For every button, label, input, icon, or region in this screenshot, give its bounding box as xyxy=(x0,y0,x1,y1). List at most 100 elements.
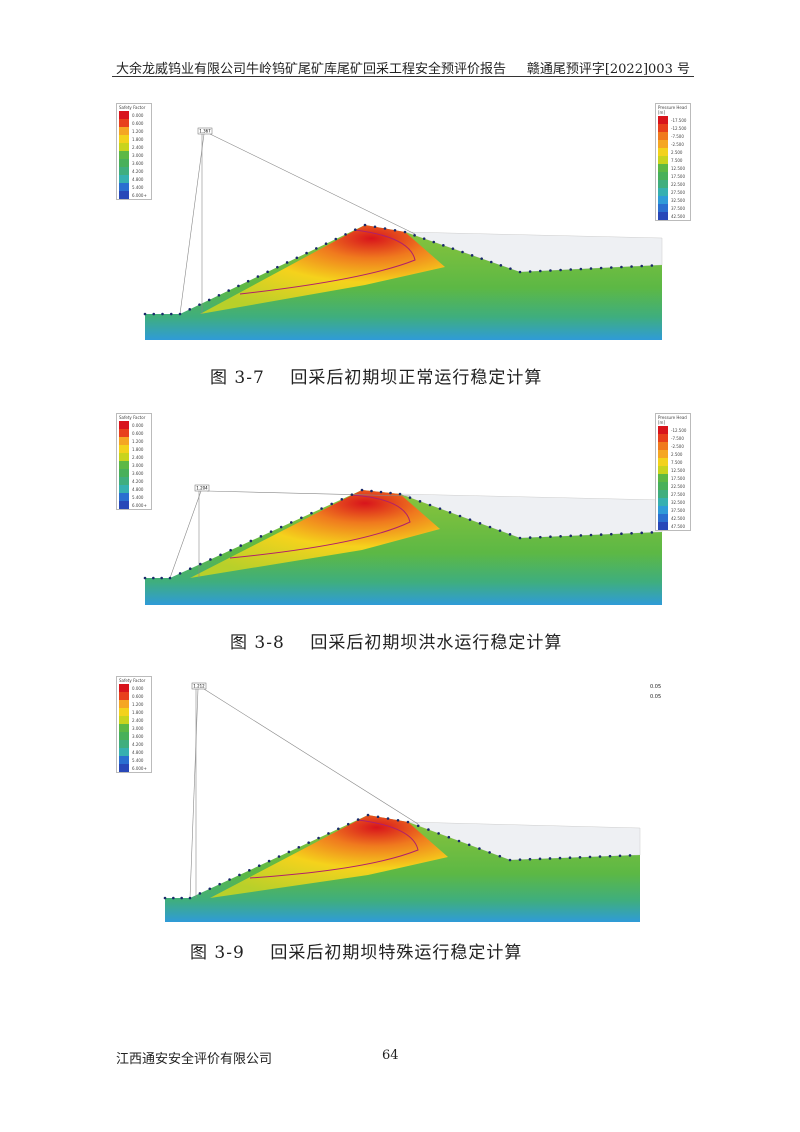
mesh-node xyxy=(549,535,552,539)
legend-swatch xyxy=(119,756,129,764)
mesh-node xyxy=(528,857,532,861)
legend-label: 37.500 xyxy=(671,507,685,513)
legend-label: 5.400 xyxy=(132,494,144,500)
mesh-node xyxy=(437,832,440,835)
pressure-head-legend: Pressure Head [m] -12.500 -7.500 -2.500 2.50… xyxy=(655,413,691,531)
mesh-node xyxy=(218,882,221,886)
mesh-node xyxy=(285,261,289,264)
legend-swatch xyxy=(119,493,129,501)
legend-label: 5.400 xyxy=(132,757,144,763)
legend-swatch xyxy=(658,474,668,482)
legend-swatch xyxy=(119,469,129,477)
legend-swatch xyxy=(658,426,668,434)
mesh-node xyxy=(295,256,299,260)
legend-swatch xyxy=(658,116,668,124)
legend-label: 3.600 xyxy=(132,470,144,476)
mesh-node xyxy=(408,496,412,499)
mesh-node xyxy=(370,489,373,493)
mesh-node xyxy=(376,815,380,819)
legend-label: 27.500 xyxy=(671,491,685,497)
legend-swatch xyxy=(119,119,129,127)
legend-label: 22.500 xyxy=(671,483,685,489)
seismic-load-indicator: 0.05 0.05 xyxy=(650,682,661,702)
legend-label: 0.000 xyxy=(132,422,144,428)
mesh-node xyxy=(334,237,338,241)
mesh-node xyxy=(499,264,503,267)
mesh-node xyxy=(403,230,407,234)
mesh-node xyxy=(518,270,522,274)
mesh-node xyxy=(266,270,269,274)
slip-center-line xyxy=(206,490,411,497)
mesh-node xyxy=(317,836,320,840)
mesh-node xyxy=(169,312,173,316)
mesh-node xyxy=(324,242,328,246)
legend-swatch xyxy=(119,764,129,772)
slope-body xyxy=(145,490,662,605)
mesh-node xyxy=(327,832,330,835)
legend-swatch xyxy=(658,180,668,188)
legend-label: 27.500 xyxy=(671,189,685,195)
legend-swatch xyxy=(658,164,668,172)
min-safety-factor-label: 1.204 xyxy=(196,486,208,491)
legend-label: 4.800 xyxy=(132,749,144,755)
legend-label: 2.400 xyxy=(132,717,144,723)
mesh-node xyxy=(305,251,308,255)
legend-label: 37.500 xyxy=(671,205,685,211)
legend-swatch xyxy=(119,748,129,756)
legend-label: 2.400 xyxy=(132,454,144,460)
mesh-node xyxy=(428,503,432,507)
mesh-node xyxy=(143,576,147,580)
mesh-node xyxy=(488,525,492,529)
legend-label: 2.500 xyxy=(671,451,683,457)
legend-label: -2.500 xyxy=(671,443,684,449)
mesh-node xyxy=(269,530,273,533)
mesh-node xyxy=(498,529,502,532)
legend-swatch xyxy=(658,434,668,442)
mesh-node xyxy=(589,267,593,270)
legend-swatch xyxy=(119,167,129,175)
legend-label: 4.800 xyxy=(132,486,144,492)
legend-label: 1.800 xyxy=(132,136,144,142)
mesh-node xyxy=(219,553,222,557)
pressure-head-legend: Pressure Head [m] -17.500 -12.500 -7.500 -2.… xyxy=(655,103,691,221)
mesh-node xyxy=(568,856,572,859)
legend-swatch xyxy=(658,482,668,490)
mesh-node xyxy=(383,227,387,230)
legend-label: -7.500 xyxy=(671,435,684,441)
mesh-node xyxy=(548,857,552,860)
mesh-node xyxy=(549,269,552,272)
critical-slip-surface xyxy=(249,819,419,879)
legend-swatch xyxy=(119,421,129,429)
mesh-node xyxy=(277,855,281,858)
mesh-node xyxy=(640,531,644,535)
legend-swatch xyxy=(658,212,668,220)
legend-label: 6.000+ xyxy=(132,502,147,508)
mesh-node xyxy=(558,856,562,860)
legend-swatch xyxy=(119,716,129,724)
mesh-node xyxy=(569,534,573,538)
mesh-node xyxy=(630,531,633,535)
mesh-node xyxy=(389,491,392,495)
mesh-node xyxy=(228,878,231,881)
legend-swatch xyxy=(119,732,129,740)
header-report-number: 赣通尾预评字[2022]003 号 xyxy=(526,62,690,77)
mesh-node xyxy=(478,847,481,850)
mesh-node xyxy=(373,225,377,229)
legend-swatch xyxy=(658,506,668,514)
legend-swatch xyxy=(119,684,129,692)
figure-caption: 图 3-7 回采后初期坝正常运行稳定计算 xyxy=(210,368,543,388)
mesh-node xyxy=(398,492,402,496)
mesh-node xyxy=(418,500,422,503)
mesh-node xyxy=(168,576,172,580)
mesh-node xyxy=(297,845,301,849)
mesh-node xyxy=(488,851,491,854)
legend-label: 32.500 xyxy=(671,499,685,505)
mesh-node xyxy=(237,284,240,288)
legend-swatch xyxy=(119,191,129,199)
mesh-node xyxy=(180,896,183,900)
legend-swatch xyxy=(119,429,129,437)
mesh-node xyxy=(350,493,354,496)
legend-swatch xyxy=(119,437,129,445)
legend-swatch xyxy=(119,183,129,191)
